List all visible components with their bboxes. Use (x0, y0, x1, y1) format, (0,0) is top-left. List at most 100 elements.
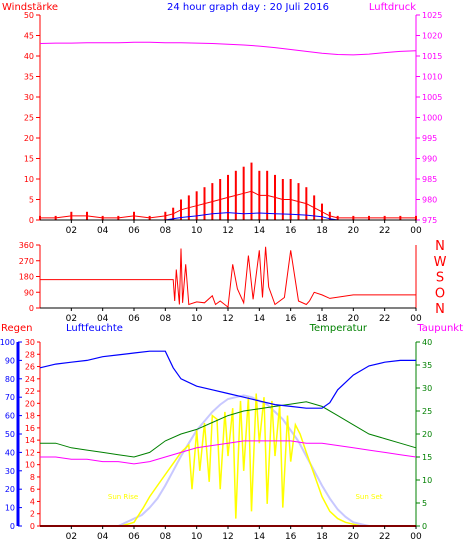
temperature-tick-label: 35 (422, 361, 432, 370)
pressure-tick-label: 1005 (422, 93, 442, 102)
temperature-tick-label: 20 (422, 430, 432, 439)
rain-tick-label: 2 (30, 510, 35, 519)
direction-line (40, 246, 416, 309)
x-tick-label: 22 (379, 532, 390, 542)
temperature-tick-label: 25 (422, 407, 432, 416)
x-tick-label: 00 (410, 314, 422, 324)
wind-pressure-panel: 5045403530252015105010251020101510101005… (24, 11, 443, 236)
x-tick-label: 12 (222, 532, 233, 542)
compass-label: O (435, 286, 445, 301)
wind-tick-label: 45 (24, 32, 34, 41)
x-tick-label: 12 (222, 226, 233, 236)
x-tick-label: 04 (97, 314, 109, 324)
humidity-tick-label: 50 (5, 430, 15, 439)
x-tick-label: 12 (222, 314, 233, 324)
rain-tick-label: 30 (25, 338, 35, 347)
sun-rise-label: Sun Rise (108, 493, 138, 501)
x-tick-label: 18 (316, 532, 328, 542)
compass-label: N (435, 239, 445, 254)
humidity-tick-label: 90 (5, 356, 15, 365)
x-tick-label: 16 (285, 314, 297, 324)
temperature-tick-label: 5 (422, 499, 427, 508)
rain-tick-label: 8 (30, 473, 35, 482)
compass-label: N (435, 302, 445, 317)
humidity-tick-label: 40 (5, 448, 15, 457)
pressure-tick-label: 1020 (422, 32, 442, 41)
temperature-tick-label: 0 (422, 522, 427, 531)
pressure-tick-label: 985 (422, 175, 437, 184)
x-tick-label: 02 (66, 314, 77, 324)
x-tick-label: 08 (160, 314, 172, 324)
x-tick-label: 06 (128, 314, 140, 324)
rain-humidity-temperature-panel: 1009080706050403020100302826242220181614… (0, 338, 432, 542)
wind-tick-label: 30 (24, 93, 34, 102)
pressure-tick-label: 1000 (422, 114, 442, 123)
x-tick-label: 20 (348, 314, 360, 324)
rain-tick-label: 16 (25, 424, 35, 433)
x-tick-label: 06 (128, 532, 140, 542)
direction-tick-label: 0 (29, 304, 34, 313)
x-tick-label: 22 (379, 226, 390, 236)
humidity-tick-label: 60 (5, 412, 15, 421)
x-tick-label: 02 (66, 226, 77, 236)
rain-tick-label: 0 (30, 522, 35, 531)
temperature-tick-label: 40 (422, 338, 432, 347)
x-tick-label: 00 (410, 532, 422, 542)
rain-tick-label: 10 (25, 461, 35, 470)
rain-tick-label: 26 (25, 363, 35, 372)
pressure-tick-label: 990 (422, 155, 437, 164)
x-tick-label: 04 (97, 532, 109, 542)
rain-tick-label: 28 (25, 350, 35, 359)
humidity-tick-label: 0 (10, 522, 15, 531)
wind-tick-label: 20 (24, 134, 34, 143)
wind-tick-label: 15 (24, 155, 34, 164)
wind-avg-line (40, 190, 416, 219)
wind-tick-label: 0 (29, 216, 34, 225)
compass-label: S (436, 271, 444, 286)
pressure-tick-label: 980 (422, 196, 437, 205)
temperature-tick-label: 10 (422, 476, 432, 485)
pressure-axis-title: Luftdruck (369, 2, 416, 13)
pressure-tick-label: 1015 (422, 52, 442, 61)
x-tick-label: 02 (66, 532, 77, 542)
rain-tick-label: 4 (30, 497, 35, 506)
x-tick-label: 20 (348, 226, 360, 236)
compass-label: W (434, 255, 447, 270)
humidity-tick-label: 100 (0, 338, 15, 347)
humidity-tick-label: 30 (5, 467, 15, 476)
temperature-tick-label: 30 (422, 384, 432, 393)
x-tick-label: 16 (285, 226, 297, 236)
rain-tick-label: 18 (25, 412, 35, 421)
direction-tick-label: 90 (24, 288, 34, 297)
x-tick-label: 10 (191, 532, 203, 542)
pressure-tick-label: 1010 (422, 73, 442, 82)
rain-tick-label: 20 (25, 399, 35, 408)
wind-axis-title: Windstärke (2, 2, 58, 13)
rain-tick-label: 24 (25, 375, 35, 384)
chart-title: 24 hour graph day : 20 Juli 2016 (167, 2, 329, 13)
direction-tick-label: 360 (19, 241, 34, 250)
pressure-tick-label: 1025 (422, 11, 442, 20)
sun-set-label: Sun Set (355, 493, 382, 501)
x-tick-label: 08 (160, 532, 172, 542)
x-tick-label: 16 (285, 532, 297, 542)
temperature-axis-title: Temperatur (309, 323, 368, 334)
rain-tick-label: 6 (30, 485, 35, 494)
temperature-line (40, 401, 417, 458)
x-tick-label: 08 (160, 226, 172, 236)
humidity-axis-title: Luftfeuchte (66, 323, 123, 334)
x-tick-label: 10 (191, 314, 203, 324)
humidity-tick-label: 80 (5, 375, 15, 384)
x-tick-label: 14 (254, 314, 266, 324)
wind-tick-label: 5 (29, 196, 34, 205)
direction-tick-label: 180 (19, 273, 34, 282)
direction-tick-label: 270 (19, 257, 34, 266)
solar-line (40, 393, 416, 527)
wind-tick-label: 25 (24, 114, 34, 123)
wind-tick-label: 40 (24, 52, 34, 61)
x-tick-label: 10 (191, 226, 203, 236)
pressure-tick-label: 975 (422, 216, 437, 225)
